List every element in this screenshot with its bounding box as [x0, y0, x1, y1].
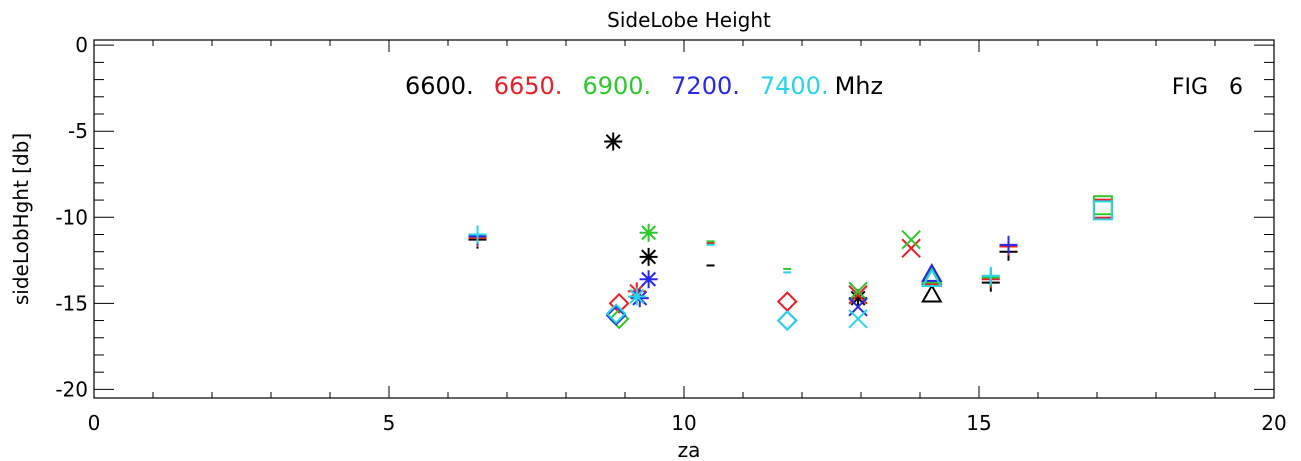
data-point-diamond [605, 303, 627, 325]
y-tick-label: -15 [55, 291, 88, 315]
data-point-diamond [776, 310, 798, 331]
data-point-triangle [921, 263, 943, 282]
data-point-x [848, 309, 868, 329]
data-point-x [901, 238, 921, 258]
data-point-square [1092, 200, 1113, 221]
legend-entry: 6900. [582, 72, 651, 100]
data-point-diamond [776, 291, 798, 313]
x-tick-label: 15 [966, 411, 991, 435]
y-tick-label: 0 [75, 33, 88, 57]
x-tick-label: 10 [671, 411, 696, 435]
axis-ticks [93, 40, 1275, 398]
data-point-diamond [605, 304, 627, 326]
data-point-asterisk [604, 132, 623, 151]
legend-entry: 6600. [405, 72, 474, 100]
data-point-plus [981, 266, 1000, 285]
data-point-triangle [921, 268, 943, 287]
data-point-asterisk [639, 270, 658, 289]
axis-tick-labels: 0 5 10 15 20 0 -5 -10 -15 -20 [55, 33, 1286, 435]
legend-text: 6600. 6650. 6900. 7200. 7400. Mhz [405, 72, 883, 100]
y-tick-label: -10 [55, 205, 88, 229]
legend-entry: 6650. [494, 72, 563, 100]
legend-entry: 7200. [671, 72, 740, 100]
data-markers [468, 132, 1113, 331]
legend-unit: Mhz [835, 72, 884, 100]
legend: 6600. 6650. 6900. 7200. 7400. Mhz [405, 72, 883, 100]
data-point-asterisk [627, 287, 646, 306]
data-point-diamond [776, 310, 798, 331]
data-point-plus [999, 235, 1018, 254]
data-point-asterisk [639, 247, 658, 266]
x-axis-label: za [678, 438, 701, 461]
y-tick-label: -20 [55, 377, 88, 401]
data-point-plus [468, 225, 487, 244]
data-point-diamond [608, 292, 630, 314]
x-tick-label: 5 [383, 411, 396, 435]
data-point-x [901, 229, 921, 250]
x-tick-label: 0 [88, 411, 101, 435]
x-tick-label: 20 [1261, 411, 1286, 435]
legend-entry: 7400. [760, 72, 829, 100]
chart-title: SideLobe Height [607, 8, 771, 32]
data-point-triangle [921, 283, 943, 303]
data-point-x [848, 281, 868, 301]
figure-annotation: FIG 6 [1172, 75, 1243, 100]
y-tick-label: -5 [68, 119, 88, 143]
data-point-asterisk [639, 223, 658, 242]
y-axis-label: sideLobHght [db] [9, 133, 33, 305]
